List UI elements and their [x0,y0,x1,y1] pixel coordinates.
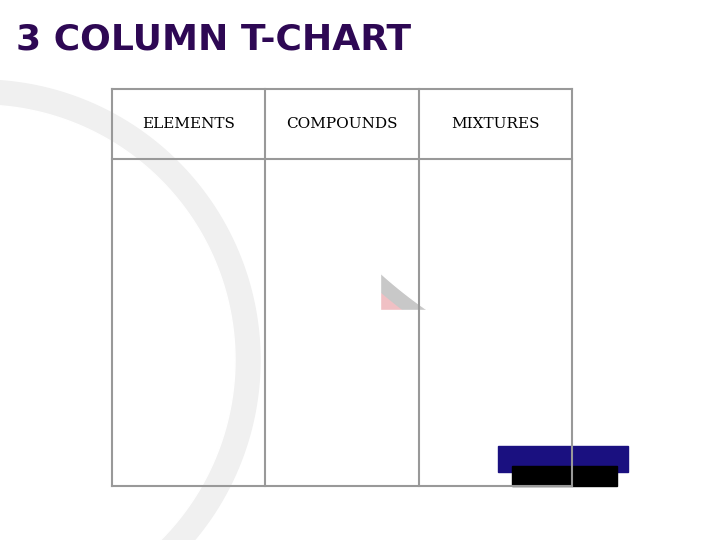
Polygon shape [0,310,720,540]
Text: ELEMENTS: ELEMENTS [142,117,235,131]
Polygon shape [250,0,720,530]
Text: 3 COLUMN T-CHART: 3 COLUMN T-CHART [16,23,411,57]
Polygon shape [240,0,720,410]
Polygon shape [0,105,235,540]
Text: MIXTURES: MIXTURES [451,117,540,131]
Polygon shape [228,0,720,392]
Bar [512,466,617,486]
Bar [498,446,628,472]
Text: COMPOUNDS: COMPOUNDS [287,117,397,131]
Polygon shape [240,0,720,395]
Polygon shape [0,0,380,540]
Bar [90,480,125,540]
Polygon shape [210,0,720,410]
Polygon shape [0,80,260,540]
